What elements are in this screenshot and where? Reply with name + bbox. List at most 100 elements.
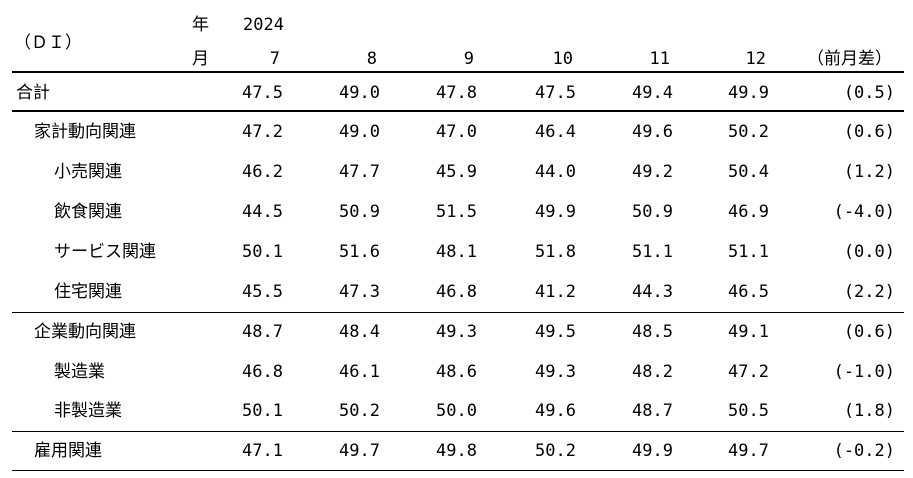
cell: 46.9	[728, 202, 769, 222]
cell: 49.5	[535, 322, 576, 342]
table-row: 製造業 46.8 46.1 48.6 49.3 48.2 47.2 (-1.0)	[12, 352, 904, 392]
cell: 49.1	[728, 322, 769, 342]
diff-cell: (0.0)	[843, 242, 895, 262]
rule-after-corporate	[12, 431, 904, 432]
cell: 50.2	[535, 441, 576, 461]
month-header-12: 12	[745, 49, 766, 69]
cell: 44.5	[242, 202, 283, 222]
diff-cell: (1.2)	[843, 162, 895, 182]
cell: 47.5	[242, 83, 283, 103]
cell: 50.5	[728, 401, 769, 421]
table-row: 小売関連 46.2 47.7 45.9 44.0 49.2 50.4 (1.2)	[12, 152, 904, 192]
row-label: 住宅関連	[54, 282, 122, 302]
rule-after-total	[12, 110, 904, 112]
cell: 49.7	[728, 441, 769, 461]
cell: 49.8	[436, 441, 477, 461]
cell: 48.2	[632, 362, 673, 382]
cell: 49.3	[436, 322, 477, 342]
diff-cell: (-4.0)	[833, 202, 895, 222]
cell: 49.7	[339, 441, 380, 461]
row-label: 雇用関連	[34, 441, 102, 461]
cell: 50.4	[728, 162, 769, 182]
month-header-8: 8	[366, 49, 377, 69]
year-label: 年	[192, 15, 209, 35]
row-label: 家計動向関連	[34, 122, 136, 142]
cell: 48.7	[242, 322, 283, 342]
row-label: 製造業	[54, 362, 105, 382]
cell: 45.5	[242, 282, 283, 302]
cell: 49.6	[535, 401, 576, 421]
row-label: サービス関連	[54, 242, 156, 262]
diff-cell: (1.8)	[843, 401, 895, 421]
cell: 50.1	[242, 242, 283, 262]
month-header-11: 11	[649, 49, 670, 69]
cell: 49.4	[632, 83, 673, 103]
cell: 48.6	[436, 362, 477, 382]
cell: 47.2	[242, 122, 283, 142]
cell: 49.2	[632, 162, 673, 182]
cell: 46.8	[242, 362, 283, 382]
table-row: 飲食関連 44.5 50.9 51.5 49.9 50.9 46.9 (-4.0…	[12, 192, 904, 232]
diff-cell: (0.5)	[843, 83, 895, 103]
table-row: 住宅関連 45.5 47.3 46.8 41.2 44.3 46.5 (2.2)	[12, 272, 904, 312]
cell: 48.7	[632, 401, 673, 421]
cell: 47.7	[339, 162, 380, 182]
cell: 47.5	[535, 83, 576, 103]
cell: 48.4	[339, 322, 380, 342]
cell: 46.5	[728, 282, 769, 302]
table-row: 家計動向関連 47.2 49.0 47.0 46.4 49.6 50.2 (0.…	[12, 112, 904, 152]
cell: 45.9	[436, 162, 477, 182]
row-label: 合計	[16, 83, 50, 103]
rule-bottom	[12, 470, 904, 471]
cell: 50.9	[339, 202, 380, 222]
cell: 50.0	[436, 401, 477, 421]
row-label: 非製造業	[54, 401, 122, 421]
rule-top	[12, 71, 904, 73]
cell: 51.1	[632, 242, 673, 262]
diff-cell: (0.6)	[843, 122, 895, 142]
table-row: 雇用関連 47.1 49.7 49.8 50.2 49.9 49.7 (-0.2…	[12, 431, 904, 471]
month-header-10: 10	[552, 49, 573, 69]
cell: 49.0	[339, 83, 380, 103]
unit-label: （ＤＩ）	[14, 33, 82, 53]
table-row: 合計 47.5 49.0 47.8 47.5 49.4 49.9 (0.5)	[12, 73, 904, 113]
cell: 48.5	[632, 322, 673, 342]
diff-cell: (2.2)	[843, 282, 895, 302]
cell: 51.8	[535, 242, 576, 262]
cell: 50.9	[632, 202, 673, 222]
cell: 47.0	[436, 122, 477, 142]
table-row: 企業動向関連 48.7 48.4 49.3 49.5 48.5 49.1 (0.…	[12, 312, 904, 352]
cell: 46.8	[436, 282, 477, 302]
cell: 49.9	[632, 441, 673, 461]
cell: 51.1	[728, 242, 769, 262]
rule-after-household	[12, 312, 904, 313]
cell: 48.1	[436, 242, 477, 262]
month-header-9: 9	[463, 49, 474, 69]
cell: 46.2	[242, 162, 283, 182]
diff-cell: (-0.2)	[833, 441, 895, 461]
month-label: 月	[192, 49, 209, 69]
cell: 47.8	[436, 83, 477, 103]
month-header-7: 7	[269, 49, 280, 69]
cell: 47.1	[242, 441, 283, 461]
cell: 51.6	[339, 242, 380, 262]
table-row: 非製造業 50.1 50.2 50.0 49.6 48.7 50.5 (1.8)	[12, 391, 904, 431]
cell: 49.0	[339, 122, 380, 142]
cell: 50.2	[339, 401, 380, 421]
diff-cell: (0.6)	[843, 322, 895, 342]
row-label: 企業動向関連	[34, 322, 136, 342]
cell: 49.9	[535, 202, 576, 222]
cell: 47.2	[728, 362, 769, 382]
cell: 49.3	[535, 362, 576, 382]
cell: 50.2	[728, 122, 769, 142]
cell: 41.2	[535, 282, 576, 302]
row-label: 飲食関連	[54, 202, 122, 222]
row-label: 小売関連	[54, 162, 122, 182]
cell: 44.0	[535, 162, 576, 182]
cell: 46.1	[339, 362, 380, 382]
cell: 50.1	[242, 401, 283, 421]
diff-header: （前月差）	[807, 49, 892, 69]
year-value: 2024	[243, 15, 284, 35]
cell: 49.9	[728, 83, 769, 103]
cell: 46.4	[535, 122, 576, 142]
